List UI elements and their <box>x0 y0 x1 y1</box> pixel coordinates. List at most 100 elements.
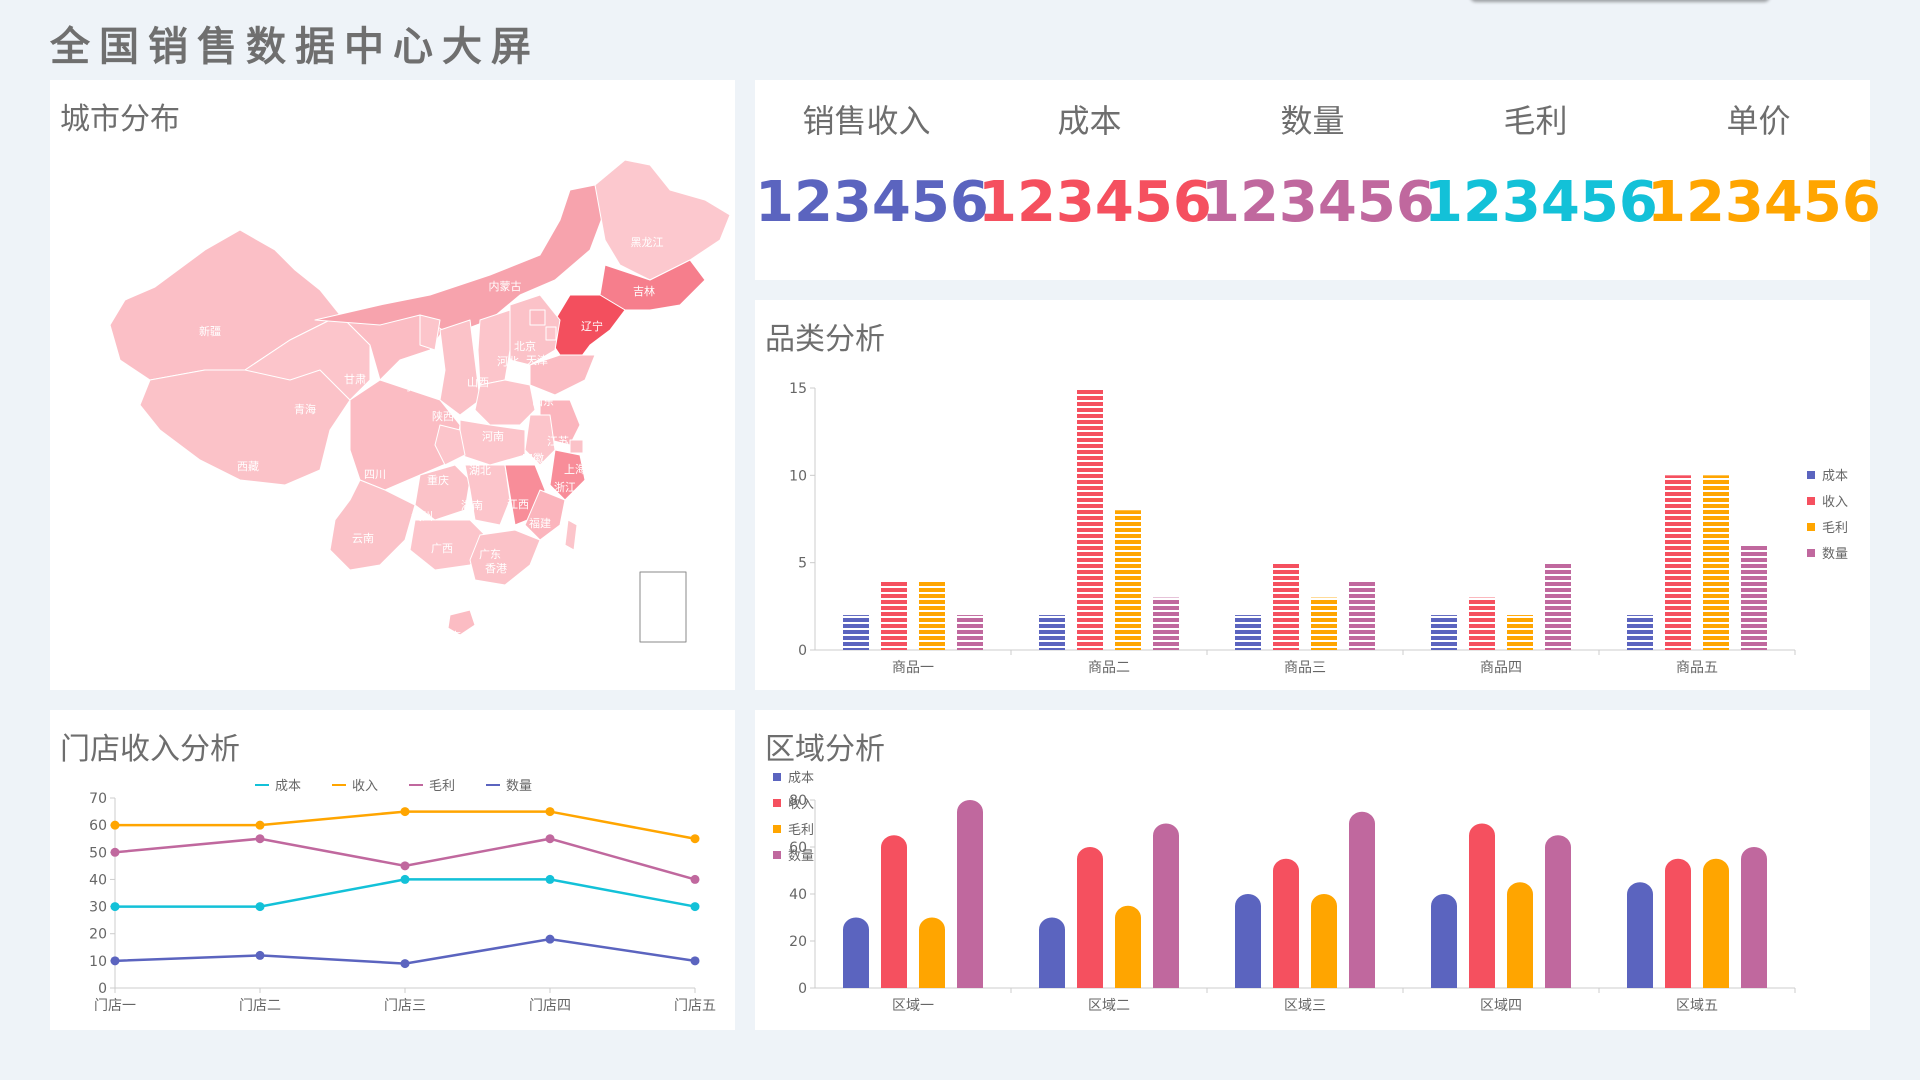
store-panel: 门店收入分析 0 10 20 30 40 50 60 70 门店一 门店二 门店三 门店四 门店五 成本 收… <box>50 710 735 1030</box>
bar-成本-商品二 <box>1039 615 1065 650</box>
bar-数量-区域一 <box>957 800 983 988</box>
y-tick-label: 60 <box>789 840 807 856</box>
bar-base <box>843 976 869 988</box>
region-beijing[interactable] <box>529 309 546 326</box>
bar-数量-区域五 <box>1741 847 1767 988</box>
y-tick-label: 40 <box>789 887 807 903</box>
legend-swatch-收入 <box>1807 497 1815 505</box>
label-liaoning: 辽宁 <box>581 319 603 333</box>
point-收入-门店一 <box>110 820 120 830</box>
label-heilongjiang: 黑龙江 <box>631 236 664 249</box>
legend-label-收入: 收入 <box>788 797 814 812</box>
label-xinjiang: 新疆 <box>199 324 221 338</box>
label-shanxi: 山西 <box>467 376 489 389</box>
kpi-revenue-label: 销售收入 <box>802 102 931 140</box>
point-收入-门店五 <box>690 834 700 844</box>
bar-收入-商品二 <box>1077 388 1103 650</box>
region-taiwan[interactable] <box>564 519 578 551</box>
bar-数量-区域二 <box>1153 823 1179 988</box>
point-成本-门店五 <box>690 902 700 912</box>
bar-base <box>1077 976 1103 988</box>
region-panel: 区域分析 0 20 40 60 80 区域一 区域二 区域三 区域四 区域五 成本 收入 毛利 数量 <box>755 710 1870 1030</box>
bar-base <box>1115 976 1141 988</box>
category-panel: 品类分析 0 5 10 15 商品一 商品二 商品三 商品四 商品五 成本 收入 毛利 数量 <box>755 300 1870 690</box>
bar-数量-区域四 <box>1545 835 1571 988</box>
region-fujian[interactable] <box>524 489 566 541</box>
label-ningxia: 宁夏 <box>404 379 426 393</box>
region-qinghai[interactable] <box>244 314 371 401</box>
region-heilongjiang[interactable] <box>594 159 731 281</box>
point-数量-门店五 <box>690 956 700 966</box>
bar-收入-区域四 <box>1469 823 1495 988</box>
label-shaanxi: 陕西 <box>432 409 454 423</box>
region-zhejiang[interactable] <box>549 449 586 501</box>
bar-毛利-商品四 <box>1507 615 1533 650</box>
bar-收入-区域三 <box>1273 858 1299 988</box>
point-收入-门店二 <box>255 820 265 830</box>
bar-成本-商品四 <box>1431 615 1457 650</box>
china-map[interactable]: 黑龙江 吉林 辽宁 内蒙古 新疆 西藏 青海 甘肃 宁夏 陕西 山西 河北 北京… <box>50 80 735 690</box>
legend-label-成本: 成本 <box>275 779 301 794</box>
region-guangxi[interactable] <box>409 519 491 571</box>
page-title: 全国销售数据中心大屏 <box>50 24 540 70</box>
bar-base <box>881 976 907 988</box>
point-收入-门店四 <box>545 807 555 817</box>
kpi-cost-label: 成本 <box>1057 102 1122 140</box>
bar-base <box>1703 976 1729 988</box>
y-tick-label: 60 <box>89 818 107 834</box>
label-gansu: 甘肃 <box>344 373 366 386</box>
bar-毛利-区域三 <box>1311 894 1337 988</box>
region-guangdong[interactable] <box>469 529 541 586</box>
legend-swatch-毛利 <box>773 825 781 833</box>
bar-毛利-商品三 <box>1311 597 1337 650</box>
region-shanghai[interactable] <box>569 439 584 454</box>
kpi-cost-value: 123456 <box>978 170 1212 235</box>
bar-成本-区域四 <box>1431 894 1457 988</box>
label-beijing: 北京 <box>514 339 536 353</box>
region-hebei[interactable] <box>509 294 561 366</box>
bar-成本-商品三 <box>1235 615 1261 650</box>
region-henan[interactable] <box>474 379 536 426</box>
label-anhui: 安徽 <box>522 451 544 465</box>
legend-swatch-数量 <box>1807 549 1815 557</box>
kpi-gross-profit: 毛利 123456 <box>1424 80 1658 280</box>
x-tick-label: 门店四 <box>529 998 571 1014</box>
region-hainan[interactable] <box>447 609 476 636</box>
bar-毛利-区域一 <box>919 917 945 988</box>
y-tick-label: 10 <box>789 468 807 484</box>
label-fujian: 福建 <box>529 516 551 530</box>
point-毛利-门店五 <box>690 874 700 884</box>
label-shanghai: 上海 <box>564 462 586 476</box>
region-shaanxi[interactable] <box>439 319 481 416</box>
bar-收入-区域二 <box>1077 847 1103 988</box>
point-数量-门店二 <box>255 950 265 960</box>
series-line-毛利 <box>114 837 696 881</box>
y-tick-label: 20 <box>89 927 107 943</box>
y-tick-label: 70 <box>89 791 107 807</box>
x-tick-label: 商品三 <box>1284 660 1326 676</box>
region-chongqing[interactable] <box>434 424 466 466</box>
point-毛利-门店一 <box>110 847 120 857</box>
kpi-quantity: 数量 123456 <box>1201 80 1435 280</box>
label-hainan: 海南 <box>439 629 461 643</box>
point-成本-门店三 <box>400 874 410 884</box>
y-tick-label: 0 <box>798 643 807 659</box>
x-tick-label: 商品五 <box>1676 660 1718 676</box>
region-shanxi[interactable] <box>477 309 511 386</box>
legend-swatch-成本 <box>773 773 781 781</box>
bar-收入-区域一 <box>881 835 907 988</box>
y-tick-label: 20 <box>789 934 807 950</box>
bar-收入-商品三 <box>1273 562 1299 650</box>
bar-成本-商品一 <box>843 615 869 650</box>
label-guizhou: 贵州 <box>411 510 433 523</box>
x-tick-label: 门店二 <box>239 998 281 1014</box>
kpi-gross-profit-label: 毛利 <box>1503 102 1568 140</box>
label-tianjin: 天津 <box>526 354 548 367</box>
region-title: 区域分析 <box>765 732 885 767</box>
region-ningxia[interactable] <box>419 314 441 351</box>
region-tianjin[interactable] <box>545 326 557 341</box>
region-yunnan[interactable] <box>329 479 416 571</box>
region-anhui[interactable] <box>524 414 556 466</box>
x-tick-label: 门店三 <box>384 998 426 1014</box>
bar-base <box>1469 976 1495 988</box>
